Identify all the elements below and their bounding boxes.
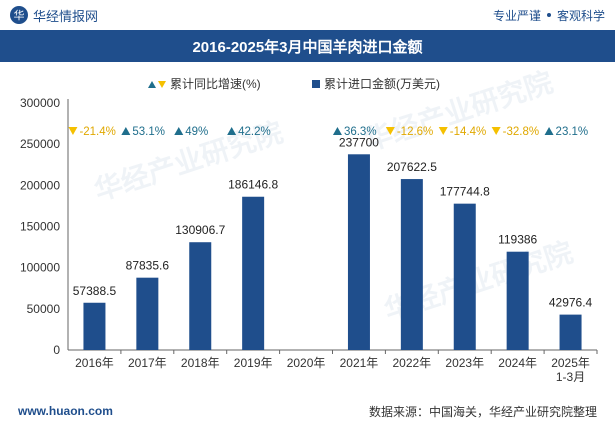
brand[interactable]: 华 华经情报网: [10, 6, 98, 25]
x-tick-label: 2024年: [498, 356, 537, 370]
legend-label: 累计进口金额(万美元): [324, 76, 440, 91]
growth-label: 23.1%: [556, 126, 589, 138]
growth-down-triangle: [438, 127, 448, 135]
legend-label: 累计同比增速(%): [170, 77, 261, 91]
brand-name: 华经情报网: [33, 8, 99, 24]
bar-value-label: 207622.5: [387, 160, 437, 174]
tagline-right: 客观科学: [556, 8, 605, 23]
footer-url[interactable]: www.huaon.com: [18, 404, 113, 418]
y-tick-label: 100000: [20, 261, 60, 275]
x-tick-label: 2018年: [181, 356, 220, 370]
bar-value-label: 119386: [498, 233, 537, 247]
bar: [83, 302, 106, 350]
growth-up-triangle: [227, 127, 237, 135]
brand-logo-icon: 华: [10, 6, 28, 24]
growth-up-triangle: [121, 127, 131, 135]
x-tick-label: 2019年: [234, 356, 273, 370]
growth-label: 36.3%: [344, 126, 377, 138]
bullet-dot-icon: [546, 13, 551, 17]
top-bar: 华 华经情报网 专业严谨 客观科学: [0, 0, 615, 30]
growth-label: 42.2%: [238, 126, 271, 138]
tagline-left: 专业严谨: [492, 8, 541, 23]
y-tick-label: 0: [53, 343, 60, 357]
bar-value-label: 42976.4: [549, 296, 593, 310]
bar: [453, 203, 476, 350]
growth-down-triangle: [68, 127, 78, 135]
y-tick-label: 150000: [20, 220, 60, 234]
legend-down-triangle-icon: [158, 81, 166, 88]
legend-swatch: [312, 80, 320, 88]
bar-chart: 累计同比增速(%) 累计进口金额(万美元) 0 50000 100000 150000 20…: [20, 76, 598, 384]
x-tick-label: 1-3月: [556, 370, 585, 384]
bar-value-label: 186146.8: [228, 178, 278, 192]
y-tick-label: 250000: [20, 137, 60, 151]
y-tick-label: 200000: [20, 178, 60, 192]
chart-title: 2016-2025年3月中国羊肉进口金额: [192, 38, 423, 56]
footer-source: 数据来源：中国海关，华经产业研究院整理: [368, 404, 597, 419]
growth-label: -32.8%: [503, 126, 539, 138]
y-tick-label: 300000: [20, 96, 60, 110]
growth-down-triangle: [491, 127, 501, 135]
bar-value-label: 130906.7: [175, 223, 225, 237]
bar-value-label: 237700: [339, 135, 379, 149]
y-tick-label: 50000: [27, 302, 61, 316]
footer: www.huaon.com 数据来源：中国海关，华经产业研究院整理: [0, 395, 615, 427]
growth-label: -21.4%: [79, 126, 115, 138]
growth-up-triangle: [332, 127, 342, 135]
tagline: 专业严谨 客观科学: [493, 7, 605, 24]
bar-value-label: 177744.8: [440, 185, 490, 199]
bar-value-label: 57388.5: [73, 284, 117, 298]
x-tick-label: 2016年: [75, 356, 114, 370]
x-tick-label: 2021年: [340, 356, 379, 370]
chart-title-bar: 2016-2025年3月中国羊肉进口金额: [0, 30, 615, 62]
legend-up-triangle-icon: [148, 81, 156, 88]
growth-label: -12.6%: [397, 126, 433, 138]
growth-label: -14.4%: [450, 126, 486, 138]
bar: [136, 277, 159, 350]
growth-label: 53.1%: [132, 126, 165, 138]
x-tick-label: 2017年: [128, 356, 167, 370]
growth-up-triangle: [174, 127, 184, 135]
bar-value-label: 87835.6: [126, 259, 170, 273]
x-tick-label: 2022年: [392, 356, 431, 370]
bar: [506, 251, 529, 350]
x-tick-label: 2020年: [287, 356, 326, 370]
bar: [189, 242, 212, 350]
bar: [242, 196, 265, 350]
x-tick-label: 2023年: [445, 356, 484, 370]
x-tick-label: 2025年: [551, 356, 590, 370]
bar: [347, 154, 370, 350]
bar: [400, 179, 423, 350]
bar: [559, 314, 582, 350]
growth-down-triangle: [385, 127, 395, 135]
growth-label: 49%: [185, 126, 208, 138]
growth-up-triangle: [544, 127, 554, 135]
